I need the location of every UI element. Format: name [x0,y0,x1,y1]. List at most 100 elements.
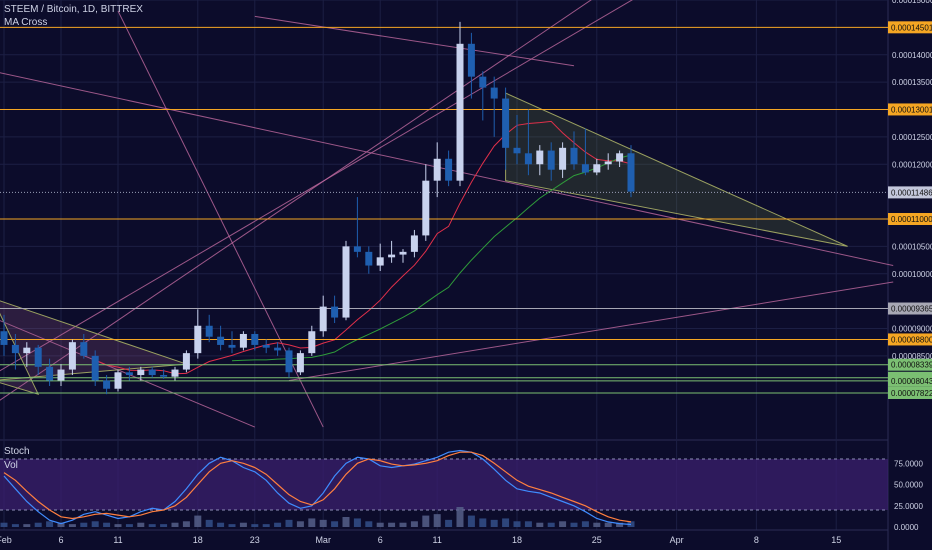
candle-body [171,369,179,377]
volume-bar [513,521,521,527]
candle-body [91,355,99,381]
level-tag-orange [888,213,932,225]
volume-bar [524,521,532,527]
candle-body [285,350,293,373]
date-axis[interactable]: Feb 6 11 18 23 Mar 6 11 18 25 Apr 8 15 [0,529,888,545]
candle-body [34,347,42,367]
volume-bar [479,518,487,527]
candle-body [217,336,225,345]
date-tick-label: 18 [512,535,522,545]
level-tag-green [888,374,932,387]
date-tick-label: 11 [113,535,122,545]
volume-bar [194,515,202,527]
candle-body [570,147,578,165]
candle-body [80,342,88,356]
level-tag-current [888,186,932,199]
candle-body [194,325,202,354]
level-tag-green [888,358,932,371]
date-tick-label: Feb [0,535,12,545]
volume-bar [171,522,179,527]
volume-bar [502,518,510,527]
horizontal-levels[interactable]: 0.00014501 0.00013001 0.00011486 0.00011000… [0,21,932,399]
trendline-diag-2 [0,320,255,428]
volume-bar [319,519,327,527]
volume-bar [604,522,612,527]
volume-bar [114,524,122,527]
level-tag-label: 0.00014501 [891,23,932,32]
candle-body [319,306,327,332]
volume-bar [148,524,156,527]
volume-bar [57,522,65,527]
stoch-tick-label: 50.0000 [894,481,923,490]
date-tick-label: 15 [831,535,841,545]
price-tick-label: 0.00015000 [892,0,932,5]
candle-body [593,164,601,173]
volume-bar [376,522,384,527]
candle-body [524,153,532,165]
grid-lines [0,0,888,530]
stochastic-pane[interactable]: 75.0000 50.0000 25.0000 0.0000 [0,449,923,533]
level-tag-label: 0.00008339 [891,361,932,370]
stoch-tick-label: 75.0000 [894,459,923,468]
stoch-tick-label: 25.0000 [894,502,923,511]
volume-bar [251,524,259,527]
volume-bar [11,524,19,527]
volume-bar [399,522,407,527]
candle-body [148,369,156,376]
candle-body [23,347,31,354]
volume-bar [445,519,453,527]
candle-body [490,87,498,99]
candle-body [433,158,441,181]
price-axis[interactable]: 0.00015000 0.00014000 0.00013500 0.00012500… [892,0,932,361]
trendline-ascending-3 [288,281,894,382]
price-tick-label: 0.00010000 [892,270,932,279]
candle-body [513,147,521,154]
candle-body [182,353,190,370]
candle-body [479,76,487,88]
volume-bar [410,521,418,527]
volume-bar [23,524,31,527]
volume-bar [274,522,282,527]
candle-body [11,344,19,354]
volume-bar [490,519,498,527]
trendline-descending [0,72,894,267]
volume-bar [262,524,270,527]
volume-bar [228,524,236,527]
candle-body [114,372,122,389]
volume-bar [285,519,293,527]
date-tick-label: 6 [378,535,383,545]
volume-bar [456,507,464,527]
candle-body [228,344,236,348]
candle-body [296,353,304,373]
volume-bar [353,518,361,527]
price-tick-label: 0.00014000 [892,51,932,60]
candle-body [274,347,282,351]
level-tag-label: 0.00013001 [891,105,932,114]
trendline-top [254,15,575,67]
candle-body [627,153,635,192]
trendline-ascending-1 [0,0,633,372]
candle-body [103,380,111,389]
date-tick-label: Apr [670,535,684,545]
volume-bar [34,522,42,527]
stoch-title: Stoch [4,446,30,457]
level-tag-label: 0.00011000 [891,215,932,224]
candle-body [57,369,65,381]
candle-body [422,180,430,236]
candle-body [581,164,589,173]
candle-body [68,342,76,370]
price-tick-label: 0.00010500 [892,242,932,251]
trendline-ascending-2 [0,0,592,401]
level-tag-label: 0.00007822 [891,389,932,398]
level-tag-orange [888,21,932,34]
price-tick-label: 0.00013500 [892,78,932,87]
volume-bar [536,522,544,527]
candle-body [399,251,407,255]
candles[interactable] [0,21,635,395]
volume-bar [217,522,225,527]
candle-body [410,235,418,252]
candle-body [502,98,510,148]
